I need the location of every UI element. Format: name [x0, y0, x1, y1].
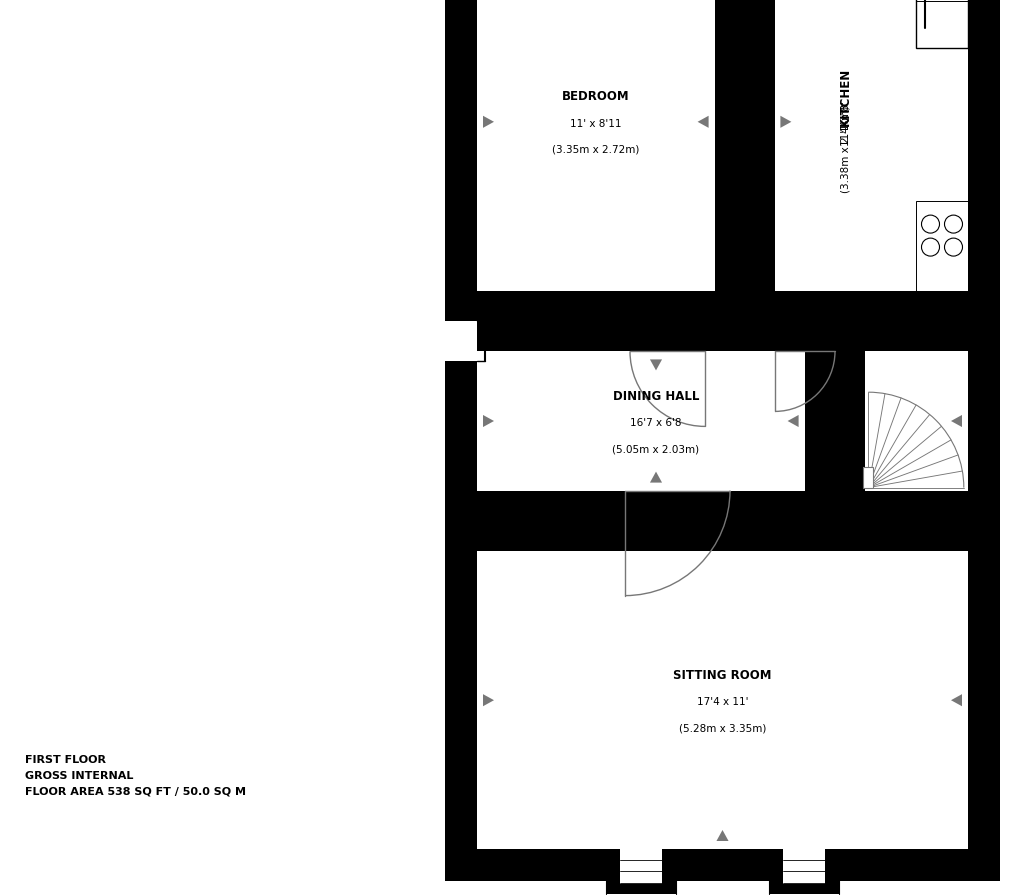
Bar [445, 321, 485, 361]
Polygon shape [483, 415, 494, 427]
Bar [605, 884, 676, 894]
Bar [662, 849, 676, 894]
Bar [477, 0, 715, 290]
Bar [863, 467, 873, 487]
Polygon shape [951, 694, 962, 706]
Bar [805, 290, 835, 351]
Bar [916, 0, 968, 48]
Text: 17'4 x 11': 17'4 x 11' [696, 697, 749, 707]
Polygon shape [780, 116, 792, 128]
Bar [916, 0, 968, 290]
Bar [865, 351, 968, 491]
Polygon shape [483, 694, 494, 706]
Bar [769, 849, 840, 894]
Text: 11'1 x 8': 11'1 x 8' [841, 101, 851, 146]
Bar [705, 290, 715, 351]
Polygon shape [717, 830, 728, 841]
Polygon shape [787, 415, 799, 427]
Text: (3.35m x 2.72m): (3.35m x 2.72m) [552, 145, 639, 155]
Bar [730, 491, 968, 551]
Circle shape [922, 215, 939, 233]
Text: DINING HALL: DINING HALL [612, 390, 699, 402]
Text: BEDROOM: BEDROOM [562, 90, 630, 103]
Text: (5.05m x 2.03m): (5.05m x 2.03m) [612, 444, 699, 454]
Circle shape [944, 238, 963, 256]
Bar [477, 491, 625, 551]
Text: SITTING ROOM: SITTING ROOM [673, 668, 772, 682]
Bar [605, 849, 676, 894]
Text: 11' x 8'11: 11' x 8'11 [570, 119, 622, 129]
Bar [863, 467, 873, 487]
Bar [477, 551, 968, 849]
Bar [775, 0, 968, 290]
Bar [769, 884, 840, 894]
Bar [865, 290, 968, 351]
Bar [805, 351, 865, 491]
Bar [916, 201, 968, 290]
Polygon shape [650, 471, 663, 483]
Circle shape [944, 215, 963, 233]
Text: 16'7 x 6'8: 16'7 x 6'8 [630, 418, 682, 428]
Text: FIRST FLOOR
GROSS INTERNAL
FLOOR AREA 538 SQ FT / 50.0 SQ M: FIRST FLOOR GROSS INTERNAL FLOOR AREA 53… [25, 755, 246, 797]
Bar [445, 0, 1000, 881]
Bar [477, 351, 968, 491]
Polygon shape [951, 415, 962, 427]
Text: (5.28m x 3.35m): (5.28m x 3.35m) [679, 723, 766, 733]
Bar [769, 849, 783, 894]
Text: KITCHEN: KITCHEN [840, 68, 852, 126]
Polygon shape [697, 116, 709, 128]
Bar [477, 290, 630, 351]
Polygon shape [650, 359, 663, 370]
Polygon shape [483, 116, 494, 128]
Bar [605, 849, 620, 894]
Circle shape [922, 238, 939, 256]
Bar [825, 849, 840, 894]
Text: (3.38m x 2.44m): (3.38m x 2.44m) [841, 106, 851, 194]
